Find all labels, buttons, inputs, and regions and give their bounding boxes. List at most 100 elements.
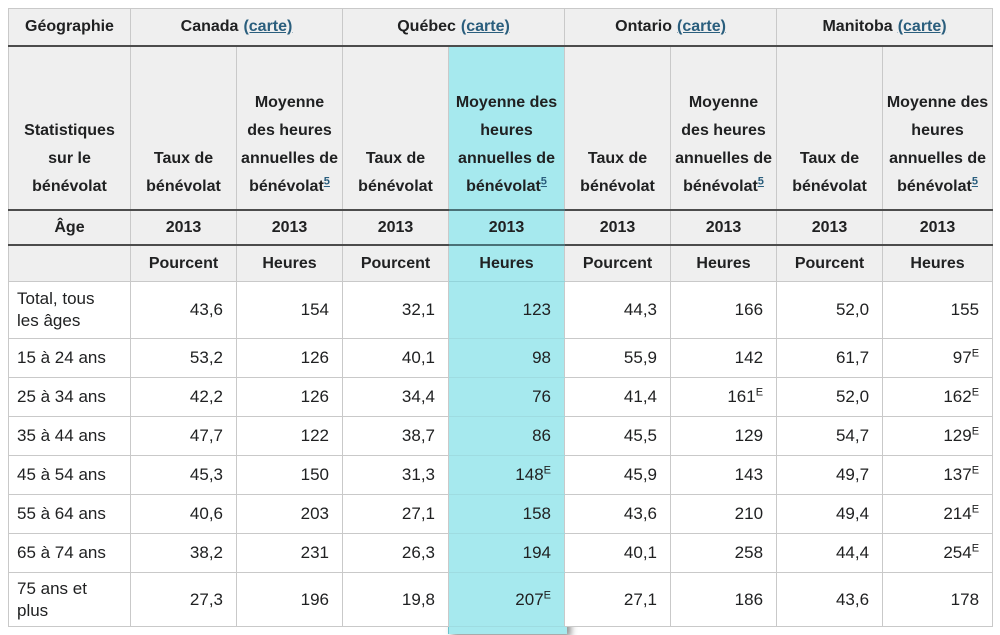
province-name: Québec (397, 18, 456, 35)
table-row: 65 à 74 ans 38,2 231 26,3 194 40,1 258 44,4 254E (8, 533, 994, 573)
data-cell: 148E (448, 455, 566, 495)
data-cell: 38,7 (342, 416, 450, 456)
table-row: 35 à 44 ans 47,7 122 38,7 86 45,5 129 54,7 129E (8, 416, 994, 456)
footnote-5-link[interactable]: 5 (323, 175, 330, 188)
data-cell: 40,6 (130, 494, 237, 534)
data-cell: 52,0 (776, 281, 884, 339)
data-cell: 143 (670, 455, 778, 495)
data-cell: 123 (448, 281, 566, 339)
data-cell: 129E (882, 416, 994, 456)
data-cell: 26,3 (342, 533, 450, 573)
canada-rate-header: Taux de bénévolat (130, 45, 237, 211)
year-header: 2013 (235, 209, 344, 246)
data-cell: 55,9 (564, 338, 672, 378)
year-header: 2013 (130, 209, 237, 246)
map-link-manitoba[interactable]: (carte) (897, 18, 947, 35)
unit-hours-header: Heures (882, 244, 994, 282)
data-cell: 53,2 (130, 338, 237, 378)
province-header-ontario: Ontario (carte) (564, 8, 778, 47)
data-cell: 231 (235, 533, 344, 573)
province-header-manitoba: Manitoba (carte) (776, 8, 994, 47)
data-cell: 97E (882, 338, 994, 378)
unit-percent-header: Pourcent (776, 244, 884, 282)
data-cell: 52,0 (776, 377, 884, 417)
estimate-flag: E (971, 464, 980, 477)
footnote-5-link[interactable]: 5 (757, 175, 764, 188)
map-link-canada[interactable]: (carte) (243, 18, 293, 35)
year-header-row: Âge 2013 2013 2013 2013 2013 2013 2013 2… (8, 209, 994, 246)
province-header-quebec: Québec (carte) (342, 8, 566, 47)
data-cell: 61,7 (776, 338, 884, 378)
unit-percent-header: Pourcent (564, 244, 672, 282)
data-cell: 258 (670, 533, 778, 573)
age-row-label: Total, tous les âges (8, 281, 131, 339)
unit-hours-header: Heures (670, 244, 778, 282)
data-cell: 47,7 (130, 416, 237, 456)
volunteering-statistics-table: Géographie Canada (carte) Québec (carte) O… (8, 8, 994, 627)
data-cell: 137E (882, 455, 994, 495)
data-cell: 254E (882, 533, 994, 573)
estimate-flag: E (971, 503, 980, 516)
data-cell: 49,7 (776, 455, 884, 495)
data-cell: 194 (448, 533, 566, 573)
data-cell: 49,4 (776, 494, 884, 534)
province-name: Ontario (615, 18, 673, 35)
unit-percent-header: Pourcent (342, 244, 450, 282)
data-cell: 41,4 (564, 377, 672, 417)
geography-header-row: Géographie Canada (carte) Québec (carte) O… (8, 8, 994, 47)
data-cell: 210 (670, 494, 778, 534)
footnote-5-link[interactable]: 5 (540, 175, 547, 188)
age-row-label: 35 à 44 ans (8, 416, 131, 456)
data-cell: 27,3 (130, 572, 237, 627)
manitoba-avg-hours-header: Moyenne des heures annuelles de bénévola… (882, 45, 994, 211)
data-cell: 44,4 (776, 533, 884, 573)
data-cell: 31,3 (342, 455, 450, 495)
map-link-ontario[interactable]: (carte) (677, 18, 726, 35)
unit-percent-header: Pourcent (130, 244, 237, 282)
table-row: 55 à 64 ans 40,6 203 27,1 158 43,6 210 49,4 214E (8, 494, 994, 534)
province-name: Manitoba (822, 18, 893, 35)
data-cell: 155 (882, 281, 994, 339)
table-row: 75 ans et plus 27,3 196 19,8 207E 27,1 186 43,6… (8, 572, 994, 627)
data-cell: 27,1 (564, 572, 672, 627)
data-cell: 98 (448, 338, 566, 378)
data-cell: 129 (670, 416, 778, 456)
data-cell: 44,3 (564, 281, 672, 339)
estimate-flag: E (543, 588, 552, 601)
geography-header: Géographie (8, 8, 131, 47)
data-cell: 76 (448, 377, 566, 417)
units-header-empty (8, 244, 131, 282)
data-cell: 154 (235, 281, 344, 339)
table-row: 15 à 24 ans 53,2 126 40,1 98 55,9 142 61,7 97E (8, 338, 994, 378)
table-row: 45 à 54 ans 45,3 150 31,3 148E 45,9 143 49,7 137… (8, 455, 994, 495)
manitoba-rate-header: Taux de bénévolat (776, 45, 884, 211)
table-row: 25 à 34 ans 42,2 126 34,4 76 41,4 161E 52,0 162E (8, 377, 994, 417)
year-header: 2013 (564, 209, 672, 246)
data-cell: 43,6 (776, 572, 884, 627)
age-row-label: 15 à 24 ans (8, 338, 131, 378)
quebec-avg-hours-header: Moyenne des heures annuelles de bénévola… (448, 45, 566, 211)
data-cell: 27,1 (342, 494, 450, 534)
data-cell: 203 (235, 494, 344, 534)
data-cell: 214E (882, 494, 994, 534)
data-cell: 162E (882, 377, 994, 417)
data-cell: 186 (670, 572, 778, 627)
age-header: Âge (8, 209, 131, 246)
data-cell: 207E (448, 572, 566, 627)
data-cell: 126 (235, 338, 344, 378)
data-cell: 38,2 (130, 533, 237, 573)
age-row-label: 65 à 74 ans (8, 533, 131, 573)
year-header: 2013 (882, 209, 994, 246)
data-cell: 178 (882, 572, 994, 627)
data-cell: 45,3 (130, 455, 237, 495)
map-link-quebec[interactable]: (carte) (460, 18, 510, 35)
estimate-flag: E (971, 347, 980, 360)
province-header-canada: Canada (carte) (129, 8, 344, 47)
data-cell: 42,2 (130, 377, 237, 417)
data-cell: 158 (448, 494, 566, 534)
year-header: 2013 (776, 209, 884, 246)
data-cell: 196 (235, 572, 344, 627)
footnote-5-link[interactable]: 5 (971, 175, 978, 188)
statistics-header: Statistiques sur le bénévolat (8, 45, 131, 211)
age-row-label: 25 à 34 ans (8, 377, 131, 417)
